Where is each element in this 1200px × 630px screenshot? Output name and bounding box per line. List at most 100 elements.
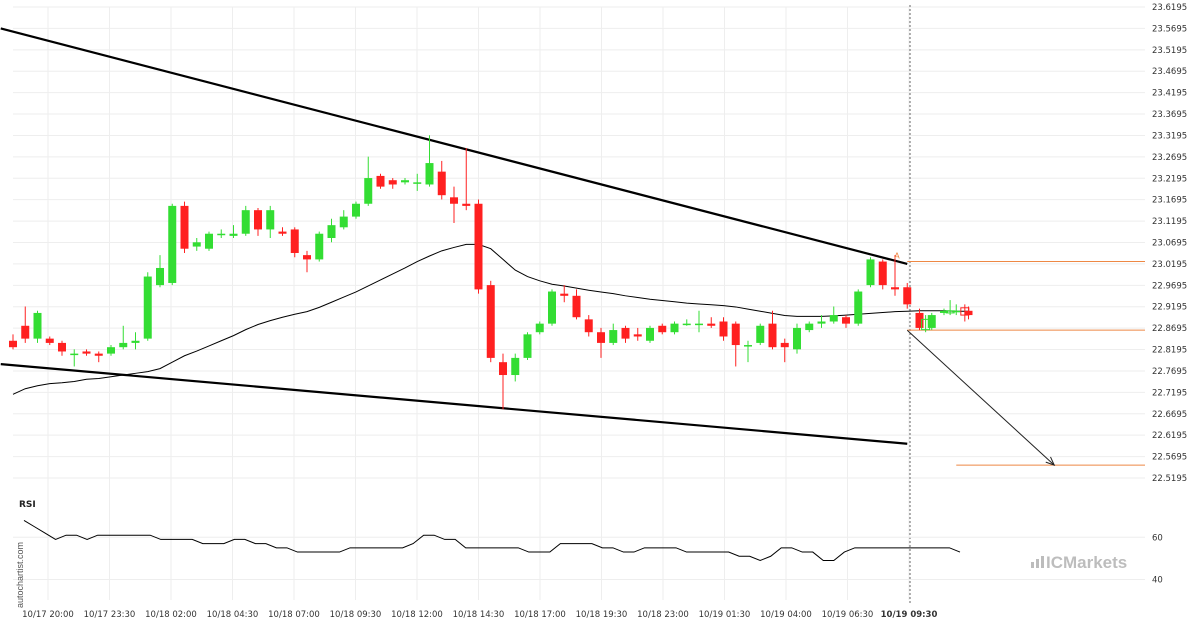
candle-body xyxy=(131,340,140,343)
candle-body xyxy=(241,210,250,234)
logo-bar xyxy=(1041,556,1044,568)
candle-body xyxy=(119,342,128,348)
candle-up xyxy=(327,218,336,243)
candle-body xyxy=(278,231,287,234)
candle-up xyxy=(229,225,238,239)
candle-down xyxy=(572,289,581,320)
trendline xyxy=(0,27,908,265)
candle-up xyxy=(609,323,618,346)
y-tick-label: 22.7695 xyxy=(1152,367,1187,377)
candle-body xyxy=(744,345,752,347)
x-tick-label: 10/18 02:00 xyxy=(145,610,197,620)
candle-up xyxy=(266,205,275,239)
candle-body xyxy=(156,267,164,286)
candle-down xyxy=(633,327,642,341)
y-tick-label: 22.9195 xyxy=(1152,303,1187,313)
x-tick-label: 10/18 19:30 xyxy=(576,610,628,620)
candle-body xyxy=(523,334,532,358)
candle-down xyxy=(9,334,17,350)
candle-down xyxy=(180,201,189,253)
candle-body xyxy=(560,293,569,296)
y-tick-label: 22.7195 xyxy=(1152,388,1187,398)
candle-body xyxy=(143,276,152,339)
candle-down xyxy=(474,199,483,294)
candle-down xyxy=(584,315,593,337)
candle-body xyxy=(621,327,630,339)
candle-body xyxy=(180,205,189,249)
candle-up xyxy=(511,353,520,382)
candle-body xyxy=(780,342,789,348)
candle-body xyxy=(805,323,814,331)
candle-body xyxy=(327,225,336,239)
candle-body xyxy=(486,285,495,358)
candle-up xyxy=(315,231,324,262)
autochartist-watermark: autochartist.com xyxy=(15,542,25,608)
candle-body xyxy=(205,233,213,249)
candle-body xyxy=(266,210,275,230)
y-tick-label: 23.6195 xyxy=(1152,3,1187,13)
y-tick-label: 22.5695 xyxy=(1152,453,1187,463)
candle-up xyxy=(217,229,226,239)
x-tick-label: 10/19 06:30 xyxy=(822,610,874,620)
x-tick-label: 10/18 09:30 xyxy=(330,610,382,620)
y-tick-label: 23.0195 xyxy=(1152,260,1187,270)
candle-body xyxy=(670,323,679,333)
candle-up xyxy=(805,321,814,333)
candle-up xyxy=(119,325,128,350)
candle-up xyxy=(793,323,801,354)
candle-body xyxy=(878,261,887,286)
candle-body xyxy=(315,233,324,260)
y-tick-label: 23.1195 xyxy=(1152,217,1187,227)
x-tick-label: 10/19 09:30 xyxy=(881,610,938,620)
candle-body xyxy=(960,307,970,316)
candle-up xyxy=(131,332,140,350)
candle-body xyxy=(927,315,936,328)
x-tick-label: 10/18 07:00 xyxy=(268,610,320,620)
candle-body xyxy=(731,323,740,346)
candle-body xyxy=(572,295,581,318)
candle-up xyxy=(854,289,863,326)
candle-body xyxy=(58,342,66,352)
rsi-axis-ticks: 60 40 xyxy=(1152,533,1163,585)
y-tick-label: 23.3195 xyxy=(1152,131,1187,141)
logo-bar xyxy=(1036,559,1039,568)
x-tick-label: 10/18 17:00 xyxy=(514,610,566,620)
candle-body xyxy=(474,203,483,290)
candle-body xyxy=(842,317,850,324)
candle-body xyxy=(535,323,544,333)
candle-up xyxy=(192,238,201,251)
candle-body xyxy=(33,312,42,339)
candle-down xyxy=(878,259,887,290)
candle-body xyxy=(290,229,299,253)
candle-down xyxy=(437,160,446,200)
candle-up xyxy=(744,340,752,363)
candle-body xyxy=(633,334,642,337)
x-tick-label: 10/18 04:30 xyxy=(207,610,259,620)
candle-down xyxy=(903,282,912,309)
candle-body xyxy=(793,327,801,350)
candle-down xyxy=(388,178,397,189)
candle-body xyxy=(82,351,91,354)
logo-bar xyxy=(1031,562,1034,568)
x-tick-label: 10/19 01:30 xyxy=(699,610,751,620)
candle-down xyxy=(58,340,66,356)
candle-body xyxy=(940,310,948,313)
candle-body xyxy=(425,163,434,185)
candle-up xyxy=(535,321,544,335)
moving-average-line xyxy=(12,243,969,395)
candle-up xyxy=(523,332,532,361)
candle-body xyxy=(695,323,703,326)
candle-down xyxy=(731,321,740,367)
candle-up xyxy=(425,135,434,187)
candle-down xyxy=(621,325,630,343)
forecast: A xyxy=(894,252,1056,467)
candle-down xyxy=(376,173,385,189)
candle-down xyxy=(94,351,103,363)
candle-body xyxy=(866,259,875,286)
candle-body xyxy=(756,325,765,343)
candle-body xyxy=(597,332,605,343)
x-tick-label: 10/18 14:30 xyxy=(453,610,505,620)
icmarkets-logo-icon xyxy=(1031,556,1044,568)
candle-body xyxy=(584,319,593,333)
